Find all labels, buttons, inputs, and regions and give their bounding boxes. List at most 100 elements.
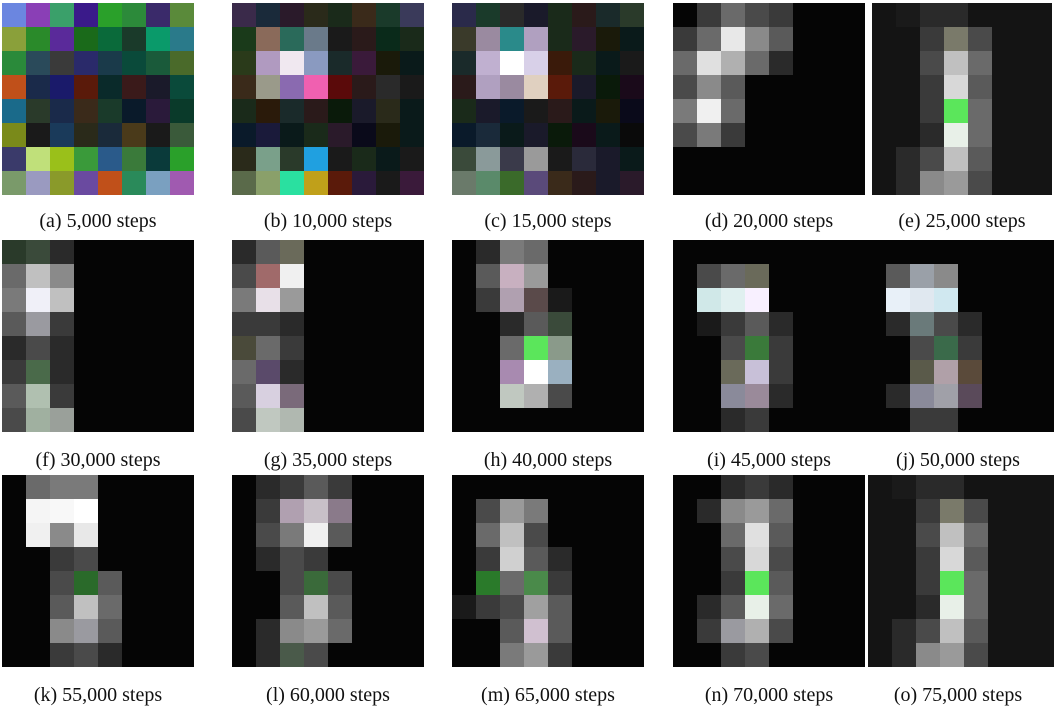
pixel-cell [98,147,122,171]
pixel-cell [98,571,122,595]
pixel-cell [769,595,793,619]
pixel-cell [2,3,26,27]
panel-m [452,475,644,667]
pixel-cell [2,123,26,147]
pixel-cell [596,3,620,27]
pixel-cell [500,75,524,99]
pixel-cell [170,27,194,51]
pixel-cell [304,499,328,523]
pixel-cell [280,571,304,595]
pixel-cell [964,643,988,667]
pixel-cell [920,99,944,123]
pixel-cell [745,595,769,619]
pixel-cell [524,99,548,123]
pixel-cell [745,475,769,499]
pixel-cell [304,27,328,51]
pixel-cell [328,27,352,51]
pixel-cell [745,312,769,336]
pixel-cell [26,171,50,195]
pixel-cell [280,547,304,571]
pixel-cell [896,147,920,171]
pixel-cell [920,51,944,75]
pixel-cell [958,312,982,336]
pixel-cell [376,171,400,195]
pixel-cell [916,619,940,643]
pixel-cell [548,312,572,336]
pixel-cell [500,99,524,123]
pixel-cell [328,75,352,99]
pixel-cell [98,123,122,147]
pixel-cell [26,499,50,523]
pixel-cell [50,547,74,571]
pixel-cell [934,264,958,288]
pixel-cell [280,147,304,171]
pixel-cell [146,171,170,195]
pixel-cell [968,147,992,171]
pixel-cell [620,99,644,123]
pixel-grid-k [2,475,194,667]
pixel-cell [280,336,304,360]
pixel-cell [304,123,328,147]
pixel-grid-h [452,240,644,432]
pixel-cell [769,3,793,27]
pixel-cell [524,571,548,595]
pixel-cell [548,171,572,195]
pixel-cell [146,3,170,27]
pixel-cell [524,171,548,195]
panel-e [872,3,1052,195]
pixel-cell [745,408,769,432]
pixel-cell [940,523,964,547]
pixel-cell [500,571,524,595]
pixel-grid-g [232,240,424,432]
pixel-cell [146,147,170,171]
pixel-cell [74,147,98,171]
pixel-cell [280,499,304,523]
pixel-cell [572,51,596,75]
pixel-cell [2,408,26,432]
pixel-cell [304,51,328,75]
pixel-cell [352,75,376,99]
pixel-cell [280,619,304,643]
pixel-cell [232,75,256,99]
pixel-cell [232,99,256,123]
pixel-cell [256,123,280,147]
caption-g: (g) 35,000 steps [263,449,393,471]
pixel-cell [620,75,644,99]
pixel-cell [280,171,304,195]
pixel-cell [920,147,944,171]
pixel-cell [500,336,524,360]
pixel-cell [968,123,992,147]
pixel-cell [934,384,958,408]
pixel-cell [256,51,280,75]
pixel-cell [50,240,74,264]
pixel-cell [892,475,916,499]
pixel-cell [964,499,988,523]
pixel-cell [50,171,74,195]
pixel-cell [304,643,328,667]
pixel-cell [596,51,620,75]
pixel-cell [745,360,769,384]
pixel-cell [524,312,548,336]
pixel-cell [280,51,304,75]
pixel-cell [745,547,769,571]
pixel-cell [50,147,74,171]
pixel-cell [2,75,26,99]
pixel-cell [98,27,122,51]
pixel-cell [2,384,26,408]
pixel-cell [122,171,146,195]
caption-k: (k) 55,000 steps [33,684,163,706]
pixel-cell [232,27,256,51]
pixel-cell [476,523,500,547]
pixel-cell [146,99,170,123]
pixel-cell [500,619,524,643]
panel-d [673,3,865,195]
pixel-cell [934,288,958,312]
pixel-cell [500,384,524,408]
pixel-cell [920,171,944,195]
pixel-cell [500,51,524,75]
caption-j: (j) 50,000 steps [896,449,1020,471]
pixel-cell [452,171,476,195]
pixel-cell [524,643,548,667]
pixel-grid-a [2,3,194,195]
pixel-cell [886,264,910,288]
